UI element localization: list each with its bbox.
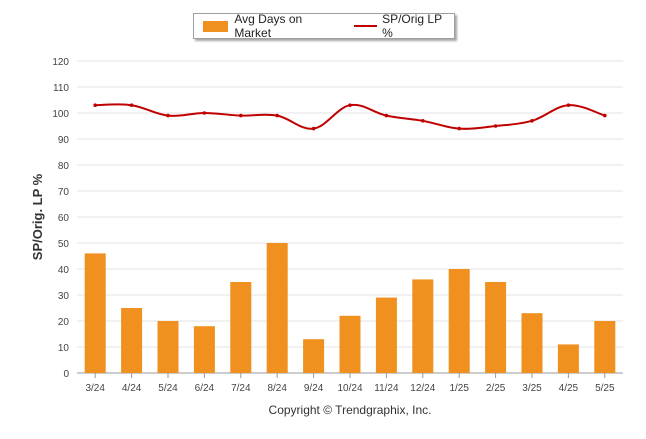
line-point — [239, 113, 243, 118]
x-tick-label: 4/24 — [122, 383, 142, 394]
y-tick-label: 90 — [58, 135, 70, 146]
y-tick-label: 70 — [58, 187, 70, 198]
line-point — [493, 124, 498, 128]
x-tick-label: 6/24 — [195, 383, 215, 394]
y-tick-label: 40 — [58, 265, 70, 276]
x-tick-label: 7/24 — [231, 383, 251, 394]
y-tick-label: 120 — [52, 57, 69, 68]
copyright-footer: Copyright © Trendgraphix, Inc. — [268, 403, 432, 417]
x-tick-label: 5/24 — [158, 383, 178, 394]
y-tick-label: 80 — [58, 161, 70, 172]
bar — [230, 282, 252, 373]
legend-bar-swatch — [203, 20, 229, 32]
y-tick-label: 110 — [53, 83, 69, 94]
line-point — [530, 119, 534, 123]
x-tick-label: 11/24 — [374, 383, 399, 394]
x-tick-label: 12/24 — [410, 383, 435, 394]
bar — [193, 326, 215, 373]
line-point — [311, 126, 316, 131]
line-point — [275, 113, 280, 118]
line-series-path — [95, 103, 606, 130]
bar — [266, 243, 288, 373]
y-tick-label: 50 — [58, 239, 70, 250]
x-tick-label: 2/25 — [486, 383, 506, 394]
line-point — [348, 103, 352, 107]
legend: Avg Days on Market SP/Orig LP % — [193, 12, 455, 40]
bar — [157, 321, 179, 373]
bar — [448, 269, 470, 373]
legend-item-line: SP/Orig LP % — [340, 12, 454, 40]
y-axis-title: SP/Orig. LP % — [30, 173, 45, 260]
bar — [84, 253, 106, 373]
legend-item-bar: Avg Days on Market — [194, 12, 340, 40]
bar — [521, 313, 543, 373]
bar — [339, 315, 361, 373]
x-tick-label: 1/25 — [449, 383, 469, 394]
line-point — [202, 111, 207, 115]
line-point — [166, 113, 170, 118]
y-tick-label: 0 — [63, 369, 69, 380]
y-tick-label: 30 — [58, 291, 70, 302]
x-tick-label: 8/24 — [267, 383, 287, 394]
x-tick-label: 5/25 — [595, 383, 615, 394]
y-tick-label: 20 — [58, 317, 70, 328]
x-tick-label: 3/25 — [522, 383, 542, 394]
line-point — [384, 113, 389, 118]
x-tick-label: 4/25 — [559, 383, 579, 394]
legend-bar-label: Avg Days on Market — [234, 12, 303, 40]
x-tick-label: 10/24 — [337, 383, 362, 394]
bar — [485, 282, 507, 373]
line-point — [566, 103, 571, 107]
y-tick-label: 10 — [58, 343, 70, 354]
y-tick-label: 60 — [58, 213, 70, 224]
x-tick-label: 3/24 — [85, 383, 105, 394]
line-point — [129, 103, 134, 107]
line-point — [93, 103, 97, 107]
line-point — [457, 126, 462, 131]
x-tick-label: 9/24 — [304, 383, 324, 394]
bar — [303, 339, 325, 373]
line-point — [421, 119, 425, 123]
legend-line-swatch — [353, 25, 378, 27]
y-tick-label: 100 — [52, 109, 69, 120]
legend-line-label: SP/Orig LP % — [382, 12, 442, 40]
bar — [375, 297, 397, 373]
bar — [557, 344, 579, 373]
bar — [121, 308, 143, 373]
bar — [594, 321, 616, 373]
line-point — [603, 113, 607, 118]
bar — [412, 279, 434, 373]
